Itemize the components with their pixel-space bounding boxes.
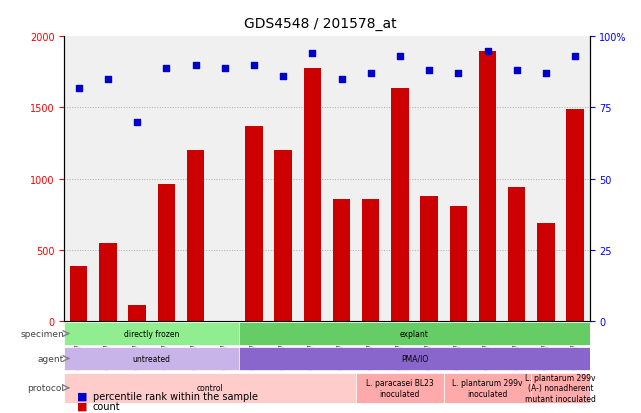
Bar: [99, 244, 117, 321]
Point: [337, 76, 347, 83]
Point: [541, 71, 551, 77]
Bar: [333, 199, 350, 321]
Point: [132, 119, 142, 126]
Text: L. plantarum 299v
(A-) nonadherent
mutant inoculated: L. plantarum 299v (A-) nonadherent mutan…: [525, 373, 596, 403]
Bar: [362, 199, 379, 321]
Point: [365, 71, 376, 77]
Text: L. plantarum 299v
inoculated: L. plantarum 299v inoculated: [453, 378, 523, 398]
Point: [161, 65, 171, 72]
Bar: [449, 206, 467, 321]
Bar: [508, 188, 526, 321]
Text: L. paracasei BL23
inoculated: L. paracasei BL23 inoculated: [366, 378, 434, 398]
Bar: [567, 109, 584, 321]
Point: [395, 54, 405, 60]
Bar: [158, 185, 175, 321]
Bar: [274, 151, 292, 321]
Text: specimen: specimen: [21, 329, 64, 338]
Text: control: control: [197, 383, 224, 392]
Bar: [479, 51, 496, 321]
FancyBboxPatch shape: [64, 323, 239, 345]
Point: [424, 68, 434, 75]
Point: [190, 62, 201, 69]
Text: percentile rank within the sample: percentile rank within the sample: [93, 391, 258, 401]
Text: protocol: protocol: [27, 383, 64, 392]
Text: agent: agent: [38, 354, 64, 363]
Point: [249, 62, 259, 69]
FancyBboxPatch shape: [64, 373, 356, 403]
Bar: [304, 69, 321, 321]
Text: ■: ■: [77, 401, 87, 411]
Point: [278, 74, 288, 80]
FancyBboxPatch shape: [239, 323, 590, 345]
Point: [570, 54, 580, 60]
FancyBboxPatch shape: [356, 373, 444, 403]
Point: [103, 76, 113, 83]
Text: ■: ■: [77, 391, 87, 401]
Point: [512, 68, 522, 75]
Point: [307, 51, 317, 57]
FancyBboxPatch shape: [444, 373, 531, 403]
FancyBboxPatch shape: [239, 347, 590, 370]
Bar: [391, 88, 409, 321]
Text: PMA/IO: PMA/IO: [401, 354, 428, 363]
Point: [483, 48, 493, 55]
FancyBboxPatch shape: [64, 347, 239, 370]
Bar: [70, 266, 87, 321]
Text: untreated: untreated: [133, 354, 171, 363]
Text: directly frozen: directly frozen: [124, 329, 179, 338]
FancyBboxPatch shape: [531, 373, 590, 403]
Bar: [537, 223, 554, 321]
Point: [220, 65, 230, 72]
Point: [74, 85, 84, 92]
Text: GDS4548 / 201578_at: GDS4548 / 201578_at: [244, 17, 397, 31]
Point: [453, 71, 463, 77]
Bar: [420, 196, 438, 321]
Bar: [245, 127, 263, 321]
Text: count: count: [93, 401, 121, 411]
Bar: [128, 306, 146, 321]
Text: explant: explant: [400, 329, 429, 338]
Bar: [187, 151, 204, 321]
